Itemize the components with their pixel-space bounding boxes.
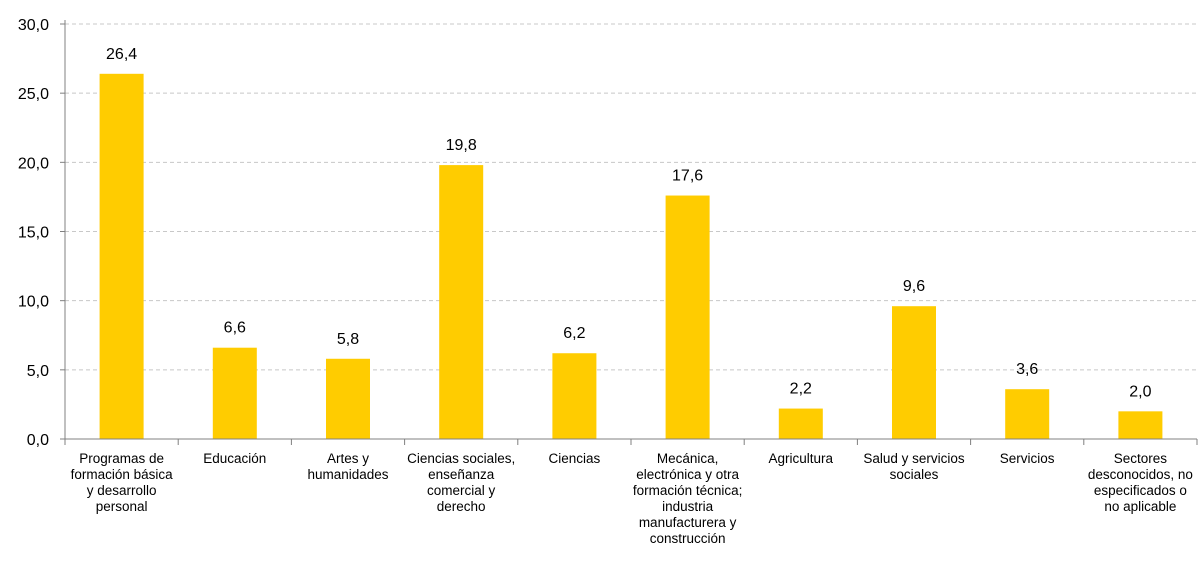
y-tick-label: 25,0 [18,86,49,103]
data-label: 19,8 [446,137,477,154]
bar [439,165,484,439]
y-tick-label: 20,0 [18,155,49,172]
y-tick-labels: 0,0 5,0 10,0 15,0 20,0 25,0 30,0 [18,17,49,449]
gridlines [65,23,1197,371]
x-category-label: Mecánica, electrónica y otra formación t… [632,451,743,546]
data-label: 3,6 [1016,361,1038,378]
bars [99,73,1163,440]
data-label: 17,6 [672,168,703,185]
bar [1005,389,1050,439]
bar [212,347,257,439]
y-tick-label: 15,0 [18,225,49,242]
data-label: 2,0 [1129,383,1151,400]
x-category-label: Sectores desconocidos, no especificados … [1087,451,1193,514]
x-category-label: Agricultura [768,451,834,466]
bar [892,306,936,439]
data-labels: 26,4 6,6 5,8 19,8 6,2 17,6 2,2 9,6 3,6 2,0 [106,46,1152,401]
y-tick-label: 10,0 [18,294,49,311]
y-tick-label: 30,0 [18,17,49,34]
bar [326,358,370,439]
bar [1118,411,1163,439]
x-category-label: Artes y humanidades [307,451,389,482]
x-category-label: Ciencias [548,451,601,466]
bar [778,408,823,439]
data-label: 6,6 [224,320,246,337]
data-label: 5,8 [337,331,359,348]
data-label: 6,2 [563,325,585,342]
y-tick-label: 5,0 [27,363,49,380]
x-category-label: Servicios [999,451,1055,466]
data-label: 9,6 [903,278,925,295]
x-category-label: Salud y servicios sociales [863,451,965,482]
x-category-label: Ciencias sociales, enseñanza comercial y… [407,451,516,514]
y-tick-label: 0,0 [27,432,49,449]
data-label: 2,2 [790,381,812,398]
bar [552,353,597,439]
axes [60,20,1198,445]
bar [665,195,710,439]
x-category-label: Programas de formación básica y desarrol… [70,451,173,514]
x-category-label: Educación [203,451,267,466]
bar [99,73,144,440]
data-label: 26,4 [106,46,137,63]
